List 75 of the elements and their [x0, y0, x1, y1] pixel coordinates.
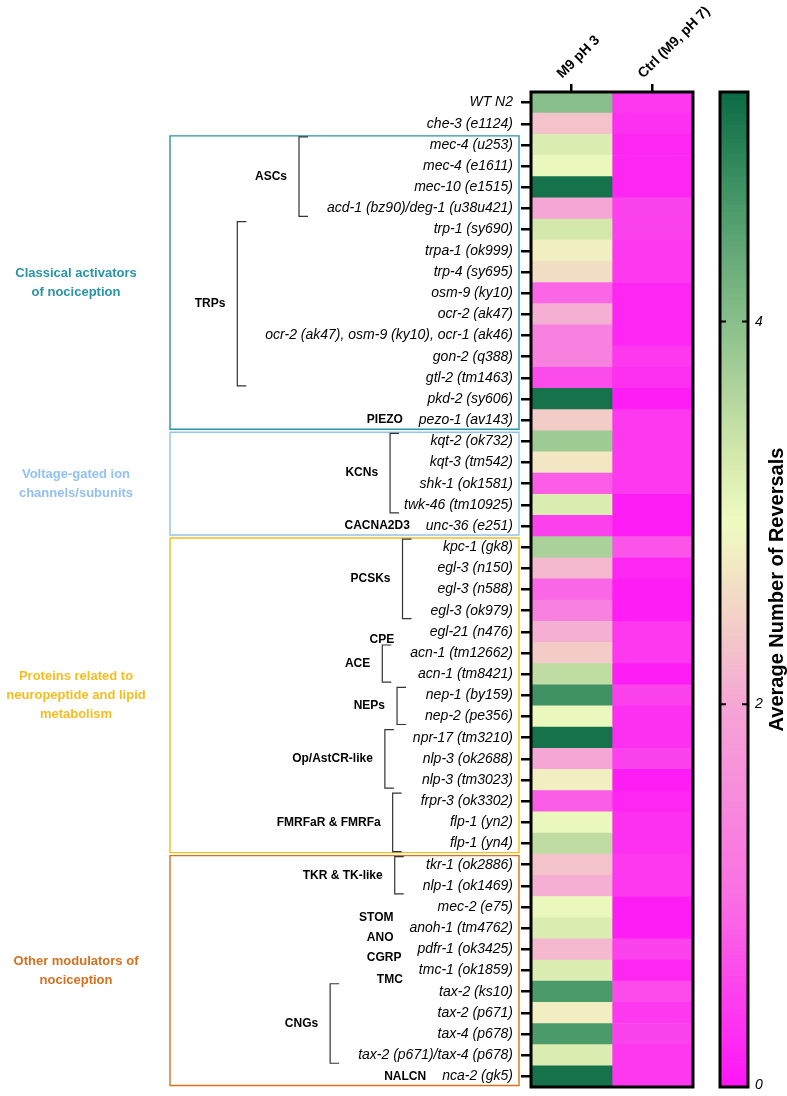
- text: TMC: [376, 972, 404, 987]
- color-bar-label: 4: [755, 312, 763, 329]
- y-tick-label: mec-10 (e1515): [414, 178, 513, 195]
- y-tick-label: nep-2 (pe356): [425, 707, 513, 724]
- text: FMRFaR & FMRFa: [276, 814, 381, 829]
- text: CACNA2D3: [344, 518, 411, 533]
- y-tick-label: trp-1 (sy690): [433, 220, 513, 237]
- text: Proteins related to neuropeptide and lipid metabolism: [6, 667, 146, 721]
- color-bar-title: Average Number of Reversals: [764, 447, 787, 732]
- y-tick-label: twk-46 (tm10925): [404, 495, 513, 512]
- text: NALCN: [384, 1068, 427, 1083]
- text: Op/AstCR-like: [292, 751, 374, 766]
- y-tick-label: acn-1 (tm8421): [418, 665, 513, 682]
- y-tick-label: npr-17 (tm3210): [412, 728, 513, 745]
- text: Other modulators of nociception: [13, 952, 140, 987]
- text: PCSKs: [350, 571, 391, 586]
- y-tick-label: kpc-1 (gk8): [442, 538, 513, 555]
- y-tick-label: mec-4 (u253): [429, 135, 513, 152]
- y-tick-label: tax-2 (ks10): [439, 982, 513, 999]
- text: CNGs: [284, 1015, 319, 1030]
- text: CPE: [369, 632, 395, 647]
- y-tick-label: gtl-2 (tm1463): [425, 368, 513, 385]
- text: Classical activators of nociception: [15, 264, 137, 299]
- x-tick-label: Ctrl (M9, pH 7): [634, 2, 713, 81]
- y-tick-label: anoh-1 (tm4762): [409, 919, 513, 936]
- y-tick-label: acd-1 (bz90)/deg-1 (u38u421): [326, 199, 513, 216]
- y-tick-label: ocr-2 (ak47): [437, 305, 513, 322]
- text: NEPs: [353, 698, 386, 713]
- y-tick-label: flp-1 (yn2): [449, 813, 513, 830]
- y-tick-label: osm-9 (ky10): [431, 284, 513, 301]
- y-tick-label: egl-3 (n150): [437, 559, 513, 576]
- y-tick-label: pdfr-1 (ok3425): [416, 940, 513, 957]
- y-tick-label: tmc-1 (ok1859): [418, 961, 513, 978]
- color-bar-label: 0: [755, 1075, 763, 1092]
- y-tick-label: acn-1 (tm12662): [410, 643, 513, 660]
- text: ACE: [344, 655, 371, 670]
- y-tick-label: tax-2 (p671): [437, 1003, 513, 1020]
- y-tick-label: tax-2 (p671)/tax-4 (p678): [358, 1046, 513, 1063]
- y-tick-label: tax-4 (p678): [437, 1024, 513, 1041]
- y-tick-label: trp-4 (sy695): [433, 262, 513, 279]
- y-tick-label: nep-1 (by159): [425, 686, 513, 703]
- y-tick-label: unc-36 (e251): [425, 516, 513, 533]
- y-tick-label: trpa-1 (ok999): [425, 241, 513, 258]
- text: ANO: [366, 930, 394, 945]
- y-tick-label: mec-4 (e1611): [422, 156, 513, 173]
- y-tick-label: nca-2 (gk5): [442, 1067, 513, 1084]
- y-tick-label: flp-1 (yn4): [449, 834, 513, 851]
- text: PIEZO: [366, 412, 403, 427]
- y-tick-label: gon-2 (q388): [432, 347, 513, 364]
- y-tick-label: ocr-2 (ak47), osm-9 (ky10), ocr-1 (ak46): [265, 326, 513, 343]
- y-tick-label: pezo-1 (av143): [417, 411, 513, 428]
- text: ASCs: [254, 168, 288, 183]
- y-tick-label: nlp-3 (tm3023): [421, 770, 513, 787]
- y-tick-label: tkr-1 (ok2886): [426, 855, 513, 872]
- y-tick-label: egl-21 (n476): [429, 622, 513, 639]
- y-tick-label: mec-2 (e75): [437, 897, 513, 914]
- y-tick-label: kqt-2 (ok732): [430, 432, 513, 449]
- text: Voltage-gated ion channels/subunits: [18, 465, 134, 500]
- text: KCNs: [345, 465, 379, 480]
- y-tick-label: frpr-3 (ok3302): [420, 792, 513, 809]
- x-tick-label: M9 pH 3: [553, 31, 603, 81]
- y-tick-label: pkd-2 (sy606): [426, 389, 513, 406]
- y-tick-label: nlp-1 (ok1469): [422, 876, 513, 893]
- y-tick-label: egl-3 (n588): [437, 580, 513, 597]
- y-tick-label: kqt-3 (tm542): [429, 453, 513, 470]
- text: TKR & TK-like: [302, 867, 384, 882]
- text: STOM: [359, 909, 394, 924]
- text: CGRP: [366, 950, 402, 965]
- y-tick-label: nlp-3 (ok2688): [422, 749, 513, 766]
- y-tick-label: WT N2: [469, 93, 514, 110]
- y-tick-label: egl-3 (ok979): [430, 601, 513, 618]
- text: TRPs: [194, 296, 226, 311]
- y-tick-label: che-3 (e1124): [426, 114, 513, 131]
- y-tick-label: shk-1 (ok1581): [419, 474, 513, 491]
- color-bar-label: 2: [754, 695, 763, 712]
